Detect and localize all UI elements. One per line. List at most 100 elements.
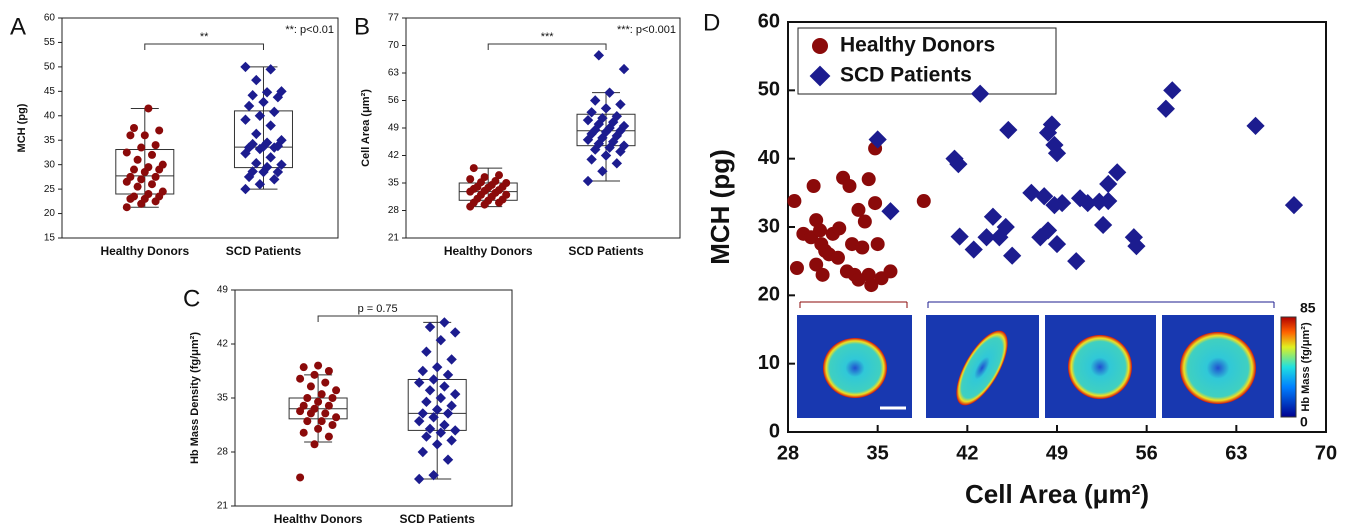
data-point [1067, 252, 1085, 270]
data-point [421, 347, 431, 357]
data-point [325, 402, 333, 410]
data-point [329, 421, 337, 429]
data-point [148, 151, 156, 159]
data-point [265, 120, 275, 130]
data-point [612, 158, 622, 168]
data-point [296, 473, 304, 481]
data-point [832, 221, 846, 235]
data-point [446, 354, 456, 364]
data-point [123, 148, 131, 156]
data-point [502, 179, 510, 187]
data-point [159, 188, 167, 196]
y-axis-label: Cell Area (μm²) [360, 89, 372, 167]
data-point [244, 101, 254, 111]
data-point [831, 251, 845, 265]
colorbar-tick-label: 0 [1300, 414, 1308, 430]
bracket-label: ** [200, 31, 209, 43]
data-point [414, 474, 424, 484]
data-point [425, 385, 435, 395]
data-point [842, 179, 856, 193]
data-point [265, 152, 275, 162]
data-point [300, 363, 308, 371]
data-point [450, 327, 460, 337]
y-tick-label: 42 [388, 150, 400, 161]
data-point [432, 439, 442, 449]
y-tick-label: 49 [388, 123, 400, 134]
data-point [321, 409, 329, 417]
data-point [144, 104, 152, 112]
y-tick-label: 21 [388, 233, 400, 244]
data-point [240, 62, 250, 72]
data-point [816, 268, 830, 282]
x-tick-label: 49 [1046, 442, 1068, 464]
data-point [466, 175, 474, 183]
data-point [318, 390, 326, 398]
data-point [984, 208, 1002, 226]
y-axis-label: Hb Mass Density (fg/μm²) [189, 332, 201, 464]
data-point [951, 227, 969, 245]
data-point [917, 194, 931, 208]
data-point [137, 175, 145, 183]
y-tick-label: 70 [388, 40, 400, 51]
data-point [251, 129, 261, 139]
data-point [421, 397, 431, 407]
cell [1180, 332, 1256, 404]
data-point [152, 173, 160, 181]
data-point [123, 203, 131, 211]
x-tick-label: 70 [1315, 442, 1337, 464]
data-point [425, 322, 435, 332]
data-point [868, 196, 882, 210]
panel-label: D [703, 9, 720, 36]
data-point [790, 261, 804, 275]
data-point [155, 126, 163, 134]
y-tick-label: 21 [217, 501, 229, 512]
data-point [965, 240, 983, 258]
y-tick-label: 28 [388, 205, 400, 216]
data-point [325, 433, 333, 441]
data-point [813, 223, 827, 237]
data-point [594, 50, 604, 60]
data-point [251, 75, 261, 85]
significance-bracket [145, 44, 264, 50]
data-point [240, 114, 250, 124]
data-point [450, 389, 460, 399]
data-point [329, 394, 337, 402]
data-point [881, 202, 899, 220]
bracket-label: *** [541, 31, 555, 43]
y-axis-label: MCH (pg) [705, 149, 735, 265]
data-point [601, 103, 611, 113]
data-point [1094, 216, 1112, 234]
data-point [862, 172, 876, 186]
panel-label: C [183, 285, 200, 312]
data-point [619, 64, 629, 74]
data-point [583, 176, 593, 186]
colorbar-label: Hb Mass (fg/μm²) [1300, 322, 1312, 412]
y-tick-label: 28 [217, 447, 229, 458]
data-point [418, 447, 428, 457]
data-point [314, 398, 322, 406]
y-tick-label: 49 [217, 285, 229, 296]
panel-label: B [354, 13, 370, 40]
data-point [590, 95, 600, 105]
y-tick-label: 35 [388, 178, 400, 189]
y-tick-label: 0 [769, 420, 780, 442]
healthy-bracket [800, 302, 907, 308]
data-point [1285, 196, 1303, 214]
cell [1068, 335, 1132, 399]
data-point [247, 90, 257, 100]
data-point [311, 405, 319, 413]
y-tick-label: 20 [44, 208, 56, 219]
y-tick-label: 40 [758, 147, 780, 169]
x-tick-label: Healthy Donors [274, 512, 363, 523]
data-point [443, 370, 453, 380]
data-point [851, 203, 865, 217]
y-tick-label: 25 [44, 184, 56, 195]
y-tick-label: 77 [388, 13, 400, 24]
y-tick-label: 30 [44, 159, 56, 170]
significance-bracket [488, 44, 606, 50]
data-point [314, 362, 322, 370]
data-point [586, 154, 596, 164]
data-point [1157, 100, 1175, 118]
data-point [418, 366, 428, 376]
data-point [314, 425, 322, 433]
